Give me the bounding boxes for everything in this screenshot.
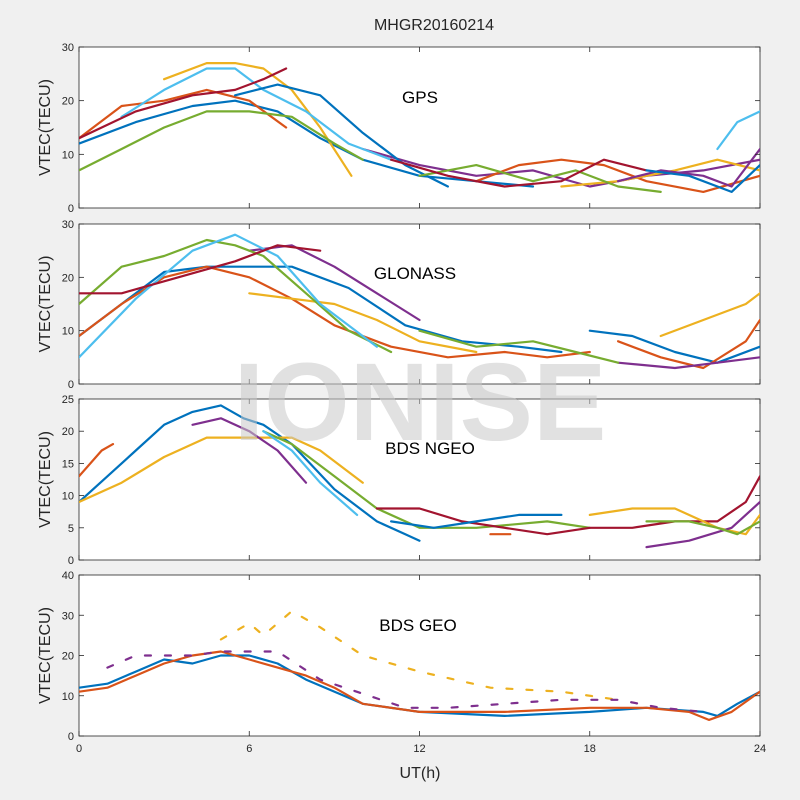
series-group	[79, 233, 760, 370]
series-line	[79, 99, 535, 188]
series-group	[79, 404, 760, 549]
series-line	[163, 61, 353, 177]
series-line	[645, 500, 760, 549]
series-line	[616, 318, 760, 370]
series-line	[588, 507, 760, 536]
series-line	[79, 244, 322, 295]
series-line	[234, 83, 449, 188]
x-tick-label: 24	[754, 743, 766, 755]
y-tick-label: 30	[62, 610, 74, 622]
series-line	[375, 475, 760, 536]
series-line	[248, 292, 478, 354]
series-line	[560, 158, 760, 188]
panel-bds-geo: 0 10 20 30 40 0 6 12 18 24 VTEC(TECU) BDS GEO	[37, 570, 766, 755]
y-tick-label: 0	[68, 379, 74, 391]
y-tick-label: 20	[62, 96, 74, 108]
panel-label: GLONASS	[374, 264, 456, 283]
panel-glonass: 0 10 20 30 VTEC(TECU) GLONASS	[37, 219, 761, 391]
panel-label: BDS NGEO	[385, 439, 475, 458]
y-tick-label: 25	[62, 394, 74, 406]
y-tick-label: 5	[68, 523, 74, 535]
series-line	[616, 356, 760, 370]
y-axis-label: VTEC(TECU)	[37, 256, 54, 353]
series-line	[390, 158, 648, 188]
y-tick-label: 0	[68, 731, 74, 743]
x-tick-label: 18	[584, 743, 596, 755]
y-tick-label: 10	[62, 691, 74, 703]
panel-bds-ngeo: 0 5 10 15 20 25 VTEC(TECU) BDS NGEO	[37, 394, 761, 567]
x-tick-label: 12	[413, 743, 425, 755]
y-axis-label: VTEC(TECU)	[37, 79, 54, 176]
series-line	[79, 443, 115, 478]
y-axis-label: VTEC(TECU)	[37, 431, 54, 528]
watermark: IONISE	[234, 341, 607, 464]
panel-label: BDS GEO	[379, 616, 456, 635]
series-line	[79, 110, 364, 172]
y-tick-label: 20	[62, 272, 74, 284]
y-axis-label: VTEC(TECU)	[37, 607, 54, 704]
y-tick-label: 40	[62, 570, 74, 582]
series-line	[79, 654, 760, 718]
series-line	[418, 329, 620, 364]
panels: 0 10 20 30 VTEC(TECU) GPS 0 10 20 30 VTEC(TECU) GLO…	[37, 42, 766, 755]
series-line	[645, 520, 760, 536]
series-line	[191, 417, 308, 484]
y-tick-label: 20	[62, 426, 74, 438]
series-line	[659, 292, 760, 338]
series-line	[120, 67, 393, 161]
x-axis-label: UT(h)	[400, 765, 441, 782]
series-line	[79, 233, 378, 359]
x-tick-label: 0	[76, 743, 82, 755]
series-line	[79, 238, 393, 354]
series-line	[390, 513, 563, 529]
series-line	[716, 110, 760, 151]
series-line	[79, 88, 288, 140]
figure-title: MHGR20160214	[374, 17, 494, 34]
series-line	[79, 265, 563, 354]
series-group	[79, 610, 760, 722]
series-line	[588, 329, 760, 364]
series-line	[79, 67, 288, 140]
y-tick-label: 30	[62, 219, 74, 231]
y-tick-label: 10	[62, 149, 74, 161]
y-tick-label: 20	[62, 651, 74, 663]
series-line	[262, 430, 359, 517]
panel-gps: 0 10 20 30 VTEC(TECU) GPS	[37, 42, 761, 215]
x-tick-label: 6	[246, 743, 252, 755]
y-tick-label: 10	[62, 326, 74, 338]
series-line	[645, 164, 760, 193]
series-line	[79, 650, 760, 722]
y-tick-label: 15	[62, 458, 74, 470]
y-tick-label: 10	[62, 491, 74, 503]
series-line	[616, 147, 760, 188]
series-line	[418, 164, 662, 193]
series-line	[248, 244, 421, 322]
series-line	[262, 430, 591, 529]
series-line	[219, 610, 620, 701]
series-line	[79, 404, 421, 542]
y-tick-label: 0	[68, 203, 74, 215]
series-line	[475, 158, 760, 193]
series-line	[79, 436, 364, 504]
series-line	[106, 650, 705, 714]
panel-label: GPS	[402, 88, 438, 107]
y-tick-label: 0	[68, 555, 74, 567]
y-tick-label: 30	[62, 42, 74, 54]
series-group	[79, 61, 760, 193]
series-line	[361, 147, 760, 188]
